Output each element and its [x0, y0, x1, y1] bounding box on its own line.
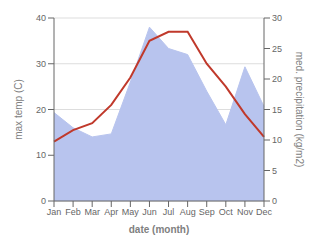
- svg-text:Feb: Feb: [65, 207, 81, 217]
- svg-text:10: 10: [272, 135, 282, 145]
- svg-text:date (month): date (month): [129, 224, 190, 235]
- svg-text:Sep: Sep: [199, 207, 215, 217]
- svg-text:40: 40: [36, 13, 46, 23]
- svg-text:Apr: Apr: [104, 207, 118, 217]
- svg-text:Oct: Oct: [219, 207, 234, 217]
- svg-text:30: 30: [272, 13, 282, 23]
- svg-text:Dec: Dec: [256, 207, 273, 217]
- svg-text:Jan: Jan: [47, 207, 62, 217]
- svg-text:15: 15: [272, 105, 282, 115]
- svg-text:Nov: Nov: [237, 207, 254, 217]
- svg-text:30: 30: [36, 59, 46, 69]
- svg-text:10: 10: [36, 150, 46, 160]
- svg-text:Mar: Mar: [84, 207, 100, 217]
- svg-text:0: 0: [272, 196, 277, 206]
- svg-text:Jun: Jun: [142, 207, 157, 217]
- svg-text:0: 0: [41, 196, 46, 206]
- svg-text:5: 5: [272, 166, 277, 176]
- svg-text:25: 25: [272, 44, 282, 54]
- svg-text:max temp (C): max temp (C): [13, 79, 24, 140]
- svg-text:med. precipitation (kg/m2): med. precipitation (kg/m2): [294, 52, 305, 168]
- svg-text:20: 20: [272, 74, 282, 84]
- svg-text:Jul: Jul: [163, 207, 175, 217]
- svg-text:Aug: Aug: [180, 207, 196, 217]
- svg-text:20: 20: [36, 105, 46, 115]
- svg-text:May: May: [122, 207, 140, 217]
